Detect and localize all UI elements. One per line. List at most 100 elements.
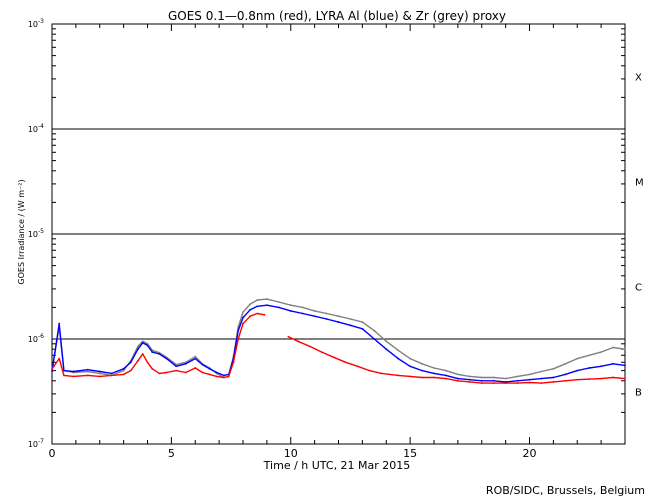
data-point xyxy=(368,369,371,372)
data-point xyxy=(249,303,252,305)
data-point xyxy=(184,361,187,364)
data-point xyxy=(492,382,495,385)
data-point xyxy=(576,378,579,381)
data-point xyxy=(612,346,614,349)
data-point xyxy=(600,351,603,354)
data-point xyxy=(397,357,400,360)
credit-text: ROB/SIDC, Brussels, Belgium xyxy=(486,484,645,497)
data-point xyxy=(122,373,125,376)
data-point xyxy=(576,369,579,372)
data-point xyxy=(421,369,423,372)
data-point xyxy=(588,354,591,357)
x-tick-label: 5 xyxy=(168,447,175,460)
data-point xyxy=(576,357,579,360)
data-point xyxy=(588,367,591,369)
y-tick-label: 10-7 xyxy=(28,438,44,449)
data-point xyxy=(98,370,101,373)
data-point xyxy=(540,370,543,373)
data-point xyxy=(86,374,89,377)
data-point xyxy=(564,373,567,376)
data-point xyxy=(313,315,316,318)
data-point xyxy=(456,373,459,376)
data-point xyxy=(194,357,197,360)
data-point xyxy=(51,367,53,370)
y-tick-label: 10-5 xyxy=(28,228,44,239)
data-point xyxy=(337,321,340,323)
x-tick-label: 10 xyxy=(284,447,298,460)
data-point xyxy=(624,364,626,367)
y-tick-label: 10-4 xyxy=(28,123,44,134)
data-point xyxy=(137,359,139,362)
data-point xyxy=(325,312,328,315)
data-point xyxy=(129,361,132,364)
data-point xyxy=(72,370,75,373)
data-point xyxy=(165,357,168,360)
data-point xyxy=(349,318,352,320)
flare-class-label: C xyxy=(635,283,642,294)
data-point xyxy=(480,376,483,379)
data-point xyxy=(468,375,471,378)
data-point xyxy=(433,376,435,379)
data-point xyxy=(468,381,471,383)
data-point xyxy=(98,372,101,375)
data-point xyxy=(397,374,400,377)
data-point xyxy=(201,371,204,374)
data-point xyxy=(624,348,626,351)
data-point xyxy=(223,374,225,377)
data-point xyxy=(98,375,101,378)
data-point xyxy=(146,342,149,345)
data-point xyxy=(277,306,280,309)
data-point xyxy=(277,301,280,303)
data-point xyxy=(63,374,65,377)
data-point xyxy=(552,381,555,383)
data-point xyxy=(63,369,65,372)
data-point xyxy=(409,357,412,360)
data-point xyxy=(373,338,376,340)
data-point xyxy=(141,341,144,344)
data-point xyxy=(468,378,471,381)
data-point xyxy=(256,312,259,315)
data-point xyxy=(480,382,483,385)
data-point xyxy=(194,355,197,358)
data-point xyxy=(151,351,154,354)
x-tick-label: 20 xyxy=(523,447,537,460)
data-point xyxy=(409,365,412,368)
data-point xyxy=(588,378,591,381)
data-point xyxy=(158,372,161,375)
data-point xyxy=(332,356,335,359)
data-point xyxy=(289,310,292,312)
data-point xyxy=(86,370,89,373)
data-point xyxy=(356,365,359,368)
data-point xyxy=(215,371,218,374)
data-point xyxy=(256,299,259,301)
y-axis-label: GOES Irradiance / (W m⁻²) xyxy=(17,179,26,284)
flare-class-label: B xyxy=(635,388,642,399)
data-point xyxy=(110,372,113,375)
data-point xyxy=(175,365,178,368)
data-point xyxy=(146,361,149,364)
data-point xyxy=(165,371,168,374)
data-point xyxy=(492,379,495,382)
data-point xyxy=(122,367,125,370)
data-point xyxy=(480,379,483,382)
data-point xyxy=(397,349,400,352)
data-point xyxy=(516,382,519,385)
flare-class-label: X xyxy=(635,73,642,84)
data-point xyxy=(504,382,507,385)
data-point xyxy=(504,377,507,380)
data-point xyxy=(409,375,412,378)
data-point xyxy=(194,367,197,369)
data-point xyxy=(72,375,75,378)
data-point xyxy=(361,327,364,330)
data-point xyxy=(227,375,230,378)
data-point xyxy=(380,372,383,375)
data-point xyxy=(249,308,252,311)
data-point xyxy=(265,298,268,300)
data-point xyxy=(137,345,139,348)
data-point xyxy=(237,329,240,332)
data-point xyxy=(516,379,519,382)
data-point xyxy=(110,374,113,377)
x-tick-label: 15 xyxy=(403,447,417,460)
